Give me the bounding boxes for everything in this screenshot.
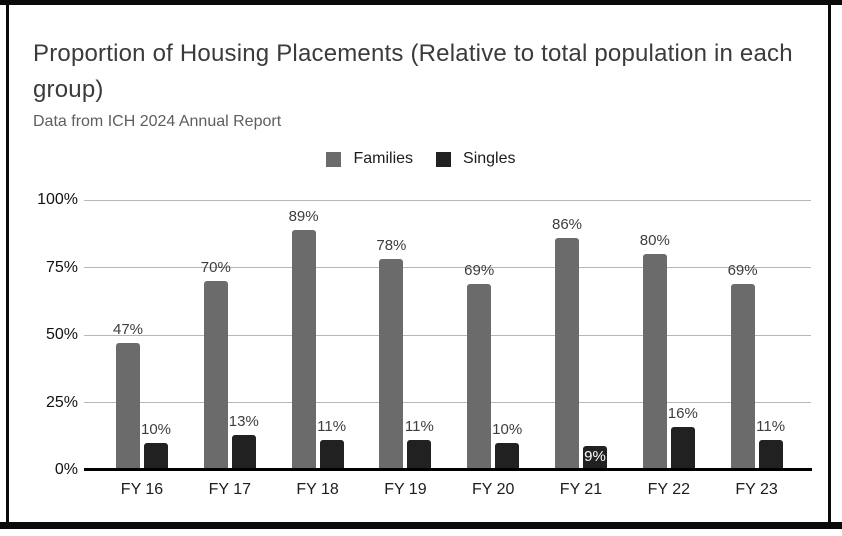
bar-singles-fy-23 xyxy=(758,440,783,470)
bar-families-fy-16 xyxy=(116,343,140,470)
x-axis-line xyxy=(84,468,812,471)
bar-value-label-families-fy-23: 69% xyxy=(727,261,758,279)
bar-value-label-families-fy-22: 80% xyxy=(639,232,670,249)
bar-families-fy-23 xyxy=(730,283,755,470)
bar-singles-fy-16 xyxy=(144,443,168,470)
bar-value-label-singles-fy-19: 11% xyxy=(404,418,434,436)
bar-families-fy-17 xyxy=(203,281,228,470)
gridline-75 xyxy=(84,267,811,268)
bar-singles-fy-18 xyxy=(319,440,344,470)
legend-label-singles: Singles xyxy=(463,150,516,167)
y-axis-tick-label-100: 100% xyxy=(37,191,78,208)
bar-value-label-singles-fy-16: 10% xyxy=(140,421,172,438)
bar-value-label-singles-fy-22: 16% xyxy=(667,404,698,422)
x-axis-label-fy-21: FY 21 xyxy=(559,481,603,498)
bar-singles-fy-21 xyxy=(583,445,607,470)
page-bottom-border xyxy=(0,522,842,529)
legend-label-families: Families xyxy=(353,150,414,167)
y-axis-tick-label-50: 50% xyxy=(45,326,78,343)
legend-swatch-families-icon xyxy=(326,151,342,167)
gridline-50 xyxy=(84,334,811,336)
y-axis-tick-label-75: 75% xyxy=(45,258,78,276)
y-axis-tick-label-25: 25% xyxy=(45,393,78,411)
x-axis-label-fy-17: FY 17 xyxy=(208,481,251,498)
plot-area: 47% 10% 70% 13% 89% 11% 78% 11% 69% 10% 86% 9% 80% 16… xyxy=(84,199,811,470)
bar-value-label-families-fy-16: 47% xyxy=(112,321,144,339)
bar-value-label-families-fy-17: 70% xyxy=(200,259,231,276)
bar-value-label-families-fy-20: 69% xyxy=(464,261,495,279)
bar-families-fy-19 xyxy=(379,259,404,470)
page-top-border xyxy=(0,0,842,5)
bar-singles-fy-22 xyxy=(670,426,695,470)
x-axis-label-fy-22: FY 22 xyxy=(647,481,690,498)
bar-value-label-families-fy-18: 89% xyxy=(288,207,319,225)
x-axis-label-fy-20: FY 20 xyxy=(471,481,515,498)
bar-families-fy-18 xyxy=(291,229,316,470)
chart-subtitle: Data from ICH 2024 Annual Report xyxy=(33,113,282,130)
gridline-100 xyxy=(84,199,811,201)
bar-value-label-families-fy-19: 78% xyxy=(376,237,407,255)
bar-families-fy-20 xyxy=(467,283,492,470)
legend-item-singles: Singles xyxy=(436,150,516,168)
bar-value-label-singles-fy-17: 13% xyxy=(228,412,259,430)
bar-value-label-singles-fy-20: 10% xyxy=(492,421,523,438)
bar-value-label-singles-fy-21: 9% xyxy=(584,447,606,465)
chart-legend: Families Singles xyxy=(0,150,842,168)
bar-singles-fy-19 xyxy=(407,440,432,470)
bar-value-label-singles-fy-23: 11% xyxy=(756,418,786,436)
bar-value-label-singles-fy-18: 11% xyxy=(317,418,347,436)
x-axis-label-fy-19: FY 19 xyxy=(384,481,427,498)
bar-singles-fy-20 xyxy=(495,443,520,470)
x-axis-label-fy-23: FY 23 xyxy=(735,481,778,498)
bar-singles-fy-17 xyxy=(231,434,256,470)
bar-families-fy-22 xyxy=(642,254,667,470)
x-axis-label-fy-18: FY 18 xyxy=(296,481,339,498)
bar-families-fy-21 xyxy=(555,237,579,470)
x-axis-label-fy-16: FY 16 xyxy=(120,481,164,498)
legend-swatch-singles-icon xyxy=(436,151,452,167)
bar-value-label-families-fy-21: 86% xyxy=(551,215,583,233)
chart-title: Proportion of Housing Placements (Relati… xyxy=(33,40,793,103)
gridline-25 xyxy=(84,402,811,403)
legend-item-families: Families xyxy=(326,150,413,168)
y-axis-tick-label-0: 0% xyxy=(54,461,78,478)
x-axis-labels: FY 16 FY 17 FY 18 FY 19 FY 20 FY 21 FY 22 FY 23 xyxy=(0,481,842,501)
